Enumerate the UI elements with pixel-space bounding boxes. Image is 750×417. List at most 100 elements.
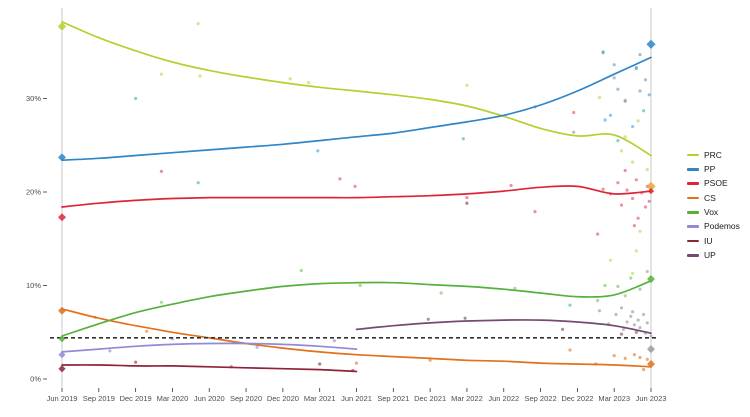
- polls-prc-dot: [196, 22, 200, 26]
- result-2023-psoe-diamond: [647, 187, 655, 195]
- polls-prc-dot: [631, 160, 635, 164]
- chart-legend: PRC PP PSOE CS Vox Podemos IU UP: [687, 148, 740, 262]
- legend-item-cs: CS: [687, 191, 740, 205]
- polls-psoe-dot: [465, 196, 469, 200]
- x-axis-label: Sep 2020: [230, 394, 262, 403]
- x-axis-label: Jun 2019: [47, 394, 78, 403]
- polls-psoe-dot: [509, 183, 513, 188]
- polls-prc-dot: [159, 72, 163, 76]
- polls-iu-dot: [134, 360, 138, 364]
- legend-label-prc: PRC: [704, 149, 722, 160]
- y-axis-label: 0%: [30, 375, 41, 384]
- polls-cs-dot: [642, 368, 646, 372]
- polls-gray-dot: [623, 98, 627, 102]
- legend-label-psoe: PSOE: [704, 178, 728, 189]
- polls-prc-dot: [288, 77, 292, 81]
- result-2023-amber-diamond: [646, 181, 656, 191]
- x-axis-label: Mar 2021: [304, 394, 336, 403]
- polls-prc-dot: [636, 119, 640, 123]
- polls-vox-dot: [638, 287, 642, 291]
- polls-pp-dot: [603, 118, 607, 122]
- polls-psoe-dot: [159, 169, 163, 173]
- series-line-pp: [61, 56, 652, 162]
- series-line-prc: [61, 20, 652, 157]
- polls-psoe-dot: [353, 184, 357, 188]
- polls-pp-dot: [643, 78, 648, 82]
- polls-pp-dot: [638, 89, 642, 93]
- polls-gray-dot: [625, 320, 629, 324]
- polls-up-dot: [426, 317, 430, 321]
- polls-gray-dot: [629, 314, 633, 318]
- legend-swatch-pp: [687, 168, 699, 171]
- polls-cs-dot: [638, 355, 642, 360]
- polls-prc-dot: [638, 229, 642, 233]
- polls-vox-dot: [299, 268, 303, 273]
- y-axis-label: 10%: [26, 281, 41, 290]
- polls-prc-dot: [307, 81, 311, 85]
- x-axis-label: Dec 2021: [414, 394, 446, 403]
- polls-vox-dot: [596, 298, 600, 303]
- x-axis-label: Sep 2022: [525, 394, 557, 403]
- polls-pp-dot: [316, 149, 320, 153]
- result-2023-pp-diamond: [646, 39, 656, 49]
- polls-pp-dot: [608, 113, 613, 117]
- legend-swatch-iu: [687, 239, 699, 243]
- polls-teal-dot: [634, 66, 638, 70]
- polls-prc-dot: [619, 149, 624, 153]
- legend-swatch-vox: [687, 211, 699, 214]
- polls-teal-dot: [601, 50, 605, 54]
- x-axis-label: Jun 2020: [194, 394, 225, 403]
- polls-prc-dot: [631, 271, 635, 275]
- polls-psoe-dot: [572, 110, 576, 115]
- polls-psoe-dot: [616, 181, 620, 185]
- polls-pp-dot: [647, 93, 651, 97]
- legend-label-up: UP: [704, 249, 716, 260]
- series-line-up: [355, 319, 652, 335]
- legend-swatch-podemos: [687, 225, 699, 228]
- legend-item-prc: PRC: [687, 148, 740, 162]
- polls-gray-dot: [621, 327, 626, 331]
- polls-teal-dot: [642, 109, 646, 113]
- polls-gray-dot: [636, 318, 640, 322]
- result-2019-pp-diamond: [58, 153, 66, 162]
- polls-cs-dot: [568, 348, 572, 352]
- polls-teal-dot: [134, 96, 138, 101]
- polls-vox-dot: [623, 294, 627, 298]
- result-2019-podemos-diamond: [58, 351, 66, 359]
- result-2019-iu-diamond: [58, 365, 66, 373]
- polls-gray-dot: [638, 326, 642, 330]
- polls-gray-dot: [649, 334, 653, 338]
- polls-psoe-dot: [632, 224, 637, 228]
- legend-swatch-cs: [687, 196, 699, 200]
- x-axis-label: Mar 2022: [451, 394, 483, 403]
- legend-item-pp: PP: [687, 162, 740, 176]
- polls-pp-dot: [631, 125, 635, 129]
- polls-cs-dot: [623, 356, 627, 360]
- polls-pp-dot: [616, 87, 620, 91]
- polls-psoe-dot: [596, 232, 600, 236]
- x-axis-label: Sep 2019: [83, 394, 115, 403]
- polls-vox-dot: [629, 276, 633, 280]
- polls-gray-dot: [632, 323, 637, 327]
- polls-psoe-dot: [601, 187, 605, 191]
- series-line-vox: [61, 279, 652, 337]
- result-2019-psoe-diamond: [58, 213, 66, 222]
- y-axis-label: 30%: [26, 94, 41, 103]
- polls-pp-dot: [638, 53, 642, 57]
- polls-psoe-dot: [338, 177, 342, 181]
- polls-vox-dot: [159, 300, 163, 304]
- polls-up-dot: [561, 327, 565, 331]
- legend-swatch-up: [687, 253, 699, 257]
- legend-item-psoe: PSOE: [687, 177, 740, 191]
- x-axis-label: Sep 2021: [377, 394, 409, 403]
- x-axis-label: Dec 2019: [120, 394, 152, 403]
- polls-vox-dot: [439, 291, 443, 295]
- result-2019-vox-diamond: [58, 335, 66, 343]
- result-2019-prc-diamond: [57, 22, 67, 31]
- polls-psoe-dot: [634, 178, 638, 182]
- polls-prc-dot: [198, 74, 202, 78]
- legend-item-vox: Vox: [687, 205, 740, 219]
- polls-prc-dot: [465, 83, 469, 87]
- polls-vox-dot: [616, 284, 620, 288]
